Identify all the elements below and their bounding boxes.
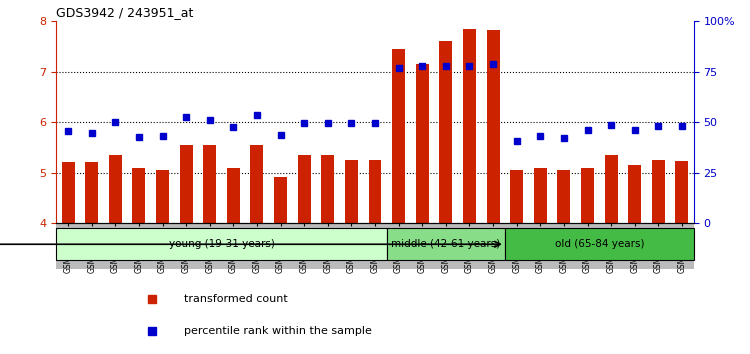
Text: old (65-84 years): old (65-84 years) <box>554 239 644 249</box>
Bar <box>505 228 694 260</box>
Bar <box>179 145 193 223</box>
Text: young (19-31 years): young (19-31 years) <box>169 239 274 249</box>
Bar <box>387 228 505 260</box>
Bar <box>534 167 547 223</box>
Bar <box>133 167 146 223</box>
Bar <box>676 161 688 223</box>
Bar <box>156 170 169 223</box>
Bar <box>109 155 122 223</box>
Bar <box>86 162 98 223</box>
Bar <box>392 49 405 223</box>
Bar <box>628 165 641 223</box>
Bar <box>368 160 382 223</box>
Bar <box>56 228 387 260</box>
Bar <box>251 145 263 223</box>
Bar <box>345 160 358 223</box>
Bar <box>203 145 216 223</box>
Text: transformed count: transformed count <box>184 295 287 304</box>
Bar <box>487 30 500 223</box>
Bar <box>440 41 452 223</box>
Bar <box>321 155 334 223</box>
Text: percentile rank within the sample: percentile rank within the sample <box>184 326 372 336</box>
Bar <box>510 170 524 223</box>
Bar <box>416 64 429 223</box>
Bar <box>226 167 240 223</box>
Bar <box>463 29 476 223</box>
Bar <box>274 177 287 223</box>
Text: GDS3942 / 243951_at: GDS3942 / 243951_at <box>56 6 194 19</box>
Bar <box>604 155 617 223</box>
Bar <box>652 160 664 223</box>
Bar <box>62 162 74 223</box>
Text: middle (42-61 years): middle (42-61 years) <box>392 239 500 249</box>
Bar <box>557 170 571 223</box>
Bar <box>581 167 594 223</box>
Bar <box>298 155 310 223</box>
